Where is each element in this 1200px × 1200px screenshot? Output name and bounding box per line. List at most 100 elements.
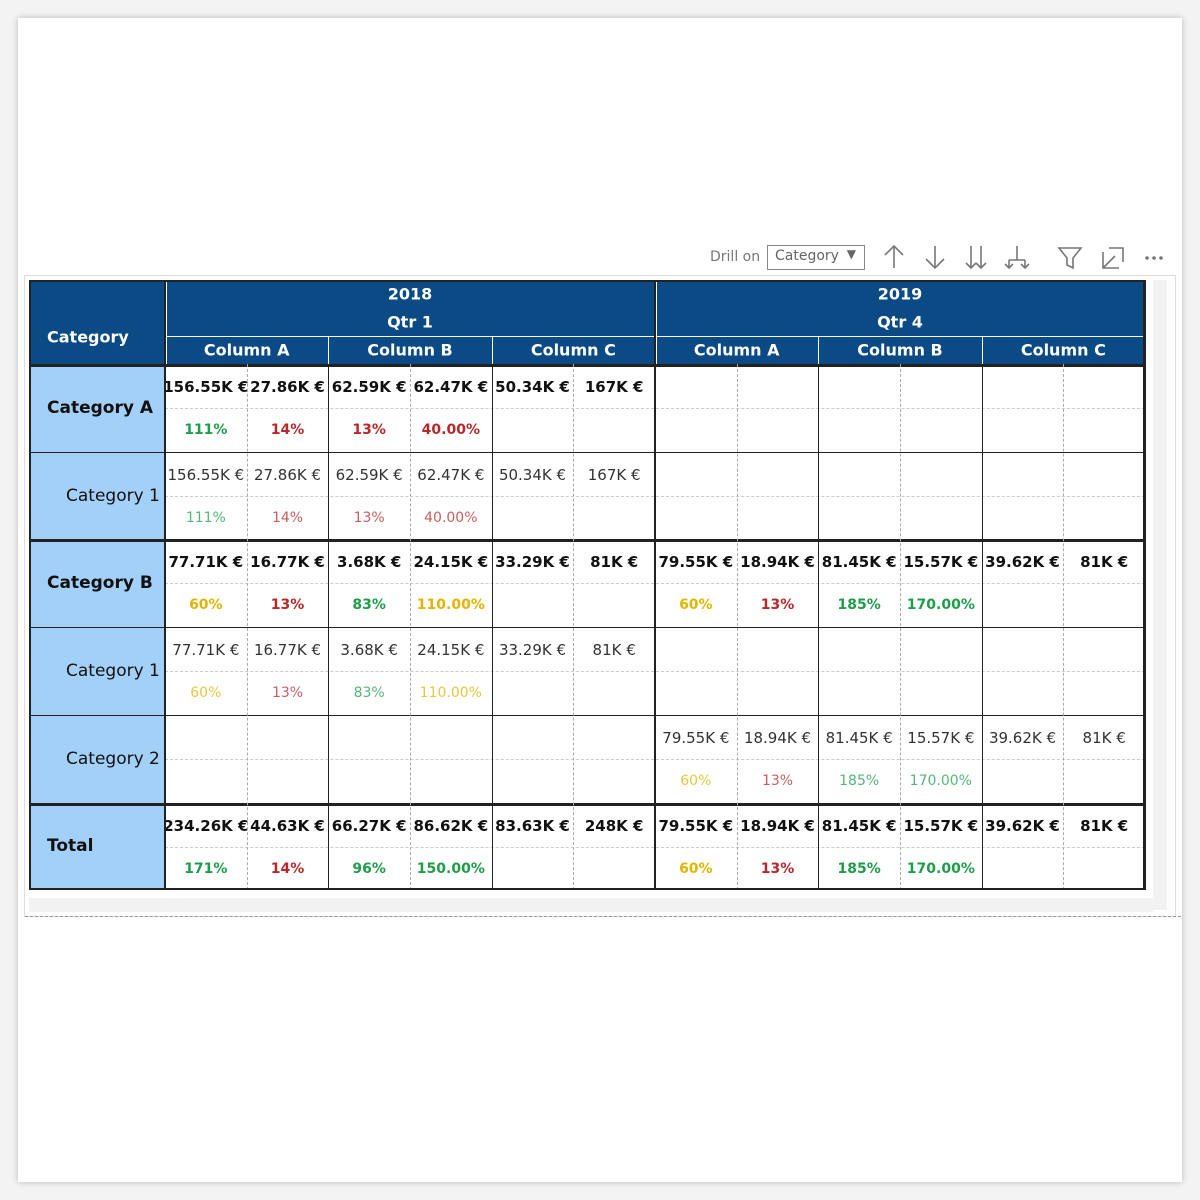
column-label: Column A [203, 340, 290, 360]
cell-percent: 14% [270, 422, 305, 438]
header-divider [165, 280, 167, 364]
cell-percent: 13% [761, 772, 794, 789]
cell-value: 39.62K € [985, 816, 1060, 835]
cell-value: 86.62K € [413, 816, 489, 835]
cell-percent: 150.00% [416, 860, 485, 877]
filter[interactable] [1057, 247, 1083, 270]
drill-up[interactable] [884, 244, 904, 268]
cell-value: 27.86K € [253, 465, 322, 484]
row-divider [29, 802, 1145, 806]
quarter-label: Qtr 4 [877, 312, 923, 332]
subcell-divider [736, 364, 738, 890]
column-divider [328, 364, 330, 890]
cell-percent: 185% [837, 860, 881, 877]
row-divider [29, 539, 1145, 543]
cell-value: 50.34K € [498, 465, 567, 484]
cell-percent: 111% [184, 422, 228, 438]
column-label: Column B [857, 340, 943, 360]
cell-value: 3.68K € [337, 553, 402, 572]
cell-percent: 96% [352, 860, 386, 877]
row-divider [29, 627, 1145, 629]
subcell-divider [1063, 364, 1065, 890]
vertical-scrollbar[interactable] [1153, 280, 1167, 910]
year-label: 2018 [387, 284, 433, 304]
cell-percent: 110.00% [416, 597, 485, 614]
cell-percent: 13% [270, 597, 305, 614]
cell-value: 167K € [587, 465, 641, 484]
column-divider [491, 364, 493, 890]
cell-percent: 170.00% [906, 597, 975, 614]
dropdown-arrow: ▼ [846, 247, 856, 261]
toolbar-icons [884, 244, 1163, 270]
report-canvas: Drill on Category ▼ Category 2018 Qtr 1 Colu… [18, 18, 1182, 1182]
cell-percent: 40.00% [424, 509, 478, 526]
cell-value: 15.57K € [907, 728, 975, 747]
cell-value: 81.45K € [821, 553, 897, 572]
subcell-divider [900, 364, 901, 890]
column-divider [818, 364, 820, 890]
row-label: Total [47, 836, 94, 857]
header-background [29, 280, 1145, 364]
cell-percent: 13% [352, 422, 386, 438]
drill-down[interactable] [925, 246, 945, 270]
cell-percent: 171% [184, 860, 228, 877]
row-label: Category 2 [66, 748, 160, 769]
cell-percent: 110.00% [419, 685, 482, 702]
horizontal-scrollbar[interactable] [29, 898, 1153, 912]
row-label: Category B [47, 573, 153, 594]
cell-value: 79.55K € [658, 816, 734, 835]
cell-value: 24.15K € [413, 553, 489, 572]
cell-value: 81K € [590, 553, 639, 572]
cell-value: 3.68K € [340, 641, 398, 660]
row-header-background [29, 364, 165, 890]
subcell-divider [246, 364, 248, 890]
column-divider [818, 336, 820, 364]
cell-percent: 60% [679, 860, 713, 877]
row-label: Category A [47, 397, 153, 418]
cell-value: 39.62K € [985, 553, 1060, 572]
row-divider [29, 714, 1145, 716]
header-cell: Category [47, 327, 129, 347]
cell-percent: 60% [190, 685, 222, 702]
column-divider [1144, 280, 1146, 890]
subcell-divider [410, 364, 411, 890]
column-divider [981, 364, 983, 890]
cell-value: 39.62K € [988, 728, 1057, 747]
cell-value: 33.29K € [498, 641, 567, 660]
cell-value: 18.94K € [740, 816, 815, 835]
drill-dropdown[interactable]: Category ▼ [767, 245, 865, 270]
cell-percent: 60% [189, 597, 223, 614]
cell-value: 81K € [592, 641, 636, 660]
more-options[interactable] [1145, 256, 1163, 260]
header-divider [655, 280, 657, 364]
cell-percent: 13% [271, 685, 304, 702]
cell-value: 27.86K € [250, 378, 325, 396]
cell-value: 77.71K € [172, 641, 240, 660]
cell-value: 77.71K € [168, 553, 244, 572]
cell-value: 81.45K € [821, 816, 897, 835]
cell-value: 62.59K € [331, 378, 407, 396]
column-label: Column C [1020, 340, 1106, 360]
column-divider [328, 336, 330, 364]
cell-value: 62.47K € [417, 465, 485, 484]
column-divider [981, 336, 983, 364]
cell-percent: 83% [353, 685, 385, 702]
cell-value: 156.55K € [167, 465, 245, 484]
cell-value: 44.63K € [250, 816, 325, 835]
cell-value: 62.59K € [335, 465, 403, 484]
cell-value: 81K € [1080, 553, 1129, 572]
column-label: Column B [367, 340, 453, 360]
expand-all[interactable] [1004, 246, 1030, 270]
cell-value: 66.27K € [331, 816, 407, 835]
matrix: Category 2018 Qtr 1 Column A Column B Column … [29, 280, 1146, 890]
cell-percent: 111% [185, 509, 226, 526]
quarter-label: Qtr 1 [387, 312, 433, 332]
cell-value: 81.45K € [825, 728, 893, 747]
cell-value: 15.57K € [903, 553, 979, 572]
cell-percent: 14% [271, 509, 304, 526]
next-level[interactable] [965, 246, 987, 270]
drill-label: Drill on [710, 249, 761, 265]
cell-value: 79.55K € [658, 553, 734, 572]
cell-value: 79.55K € [662, 728, 730, 747]
focus-mode[interactable] [1102, 247, 1124, 269]
